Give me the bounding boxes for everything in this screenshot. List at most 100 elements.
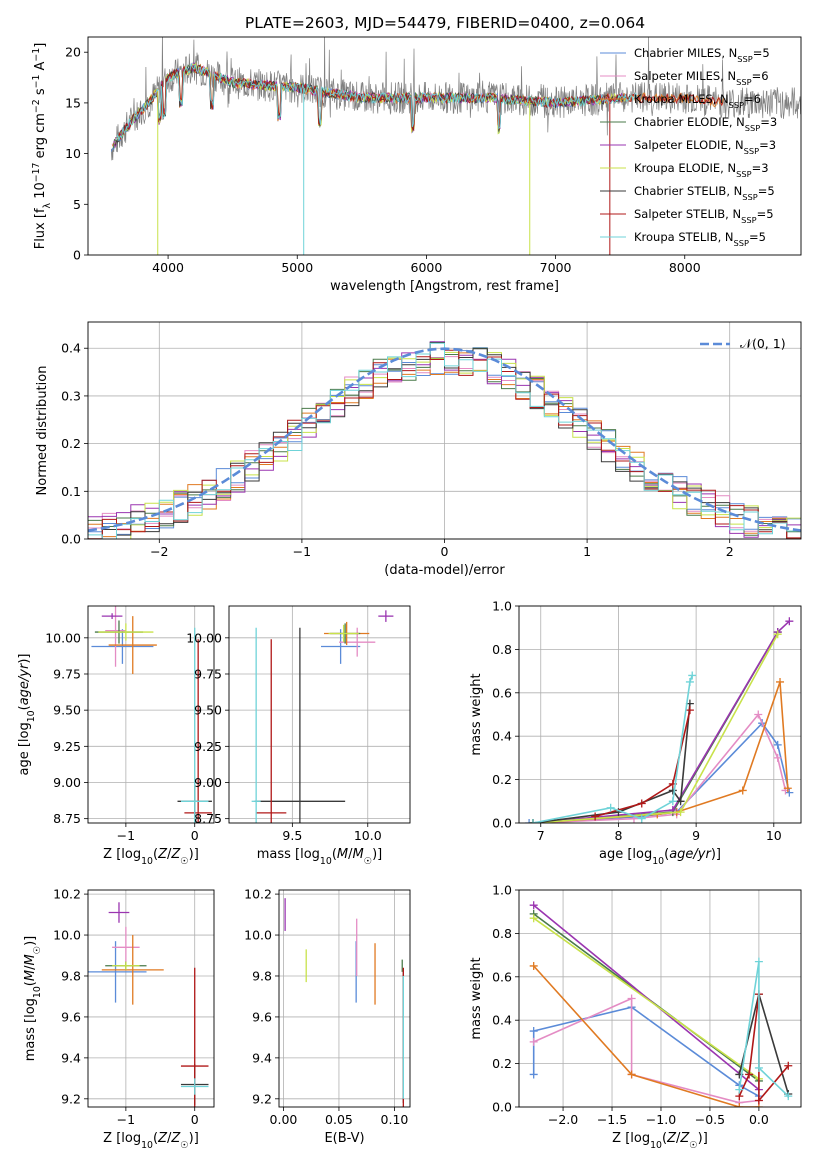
data-point-marker	[773, 753, 782, 762]
x-tick-label: −2.0	[548, 1112, 578, 1127]
x-axis-label: Z [log10(Z/Z☉)]	[103, 847, 199, 867]
y-tick-label: 9.75	[194, 666, 222, 681]
data-point-marker	[785, 617, 794, 626]
y-tick-label: 0.6	[492, 685, 512, 700]
y-tick-label: 0.0	[492, 816, 512, 831]
x-tick-label: 5000	[281, 260, 313, 275]
y-tick-label: 0.2	[492, 772, 512, 787]
x-tick-label: −1.5	[597, 1112, 627, 1127]
data-point-marker	[668, 797, 677, 806]
plot-area	[525, 617, 794, 823]
residual-histogram-panel: −2 −1 0 1 2 0.0 0.1 0.2 0.3 0.4 (data-model)/error…	[35, 321, 802, 578]
y-tick-label: 9.6	[61, 1009, 81, 1024]
data-point-marker	[529, 1027, 538, 1036]
legend-entry: Chabrier MILES, NSSP=5	[634, 46, 770, 64]
legend: Chabrier MILES, NSSP=5 Salpeter MILES, NS…	[600, 46, 777, 248]
y-tick-label: 10	[65, 146, 81, 161]
model-spectrum-line	[115, 62, 639, 142]
data-point-marker	[784, 1061, 793, 1070]
legend-entry: Chabrier ELODIE, NSSP=3	[634, 115, 777, 133]
y-tick-label: 9.00	[194, 775, 222, 790]
y-tick-label: 0.4	[61, 341, 81, 356]
normal-distribution-curve	[88, 347, 801, 532]
histogram-series	[88, 342, 801, 539]
y-tick-label: 0.2	[492, 1056, 512, 1071]
x-axis-label: Z [log10(Z/Z☉)]	[103, 1131, 199, 1151]
histogram-series	[88, 351, 801, 539]
data-point-marker	[606, 803, 615, 812]
x-tick-label: 0.00	[270, 1112, 298, 1127]
x-axis-label: (data-model)/error	[384, 563, 505, 578]
y-tick-label: 9.25	[194, 739, 222, 754]
plot-area	[284, 898, 404, 1107]
plot-area	[251, 610, 394, 823]
mass-weight-series-line	[533, 904, 760, 1091]
y-tick-label: 5	[73, 197, 81, 212]
plot-area	[529, 901, 793, 1107]
y-tick-label: 9.6	[252, 1009, 272, 1024]
axes-frame	[518, 889, 802, 1108]
data-point-marker	[676, 808, 685, 817]
y-axis-label: Flux [fλ 10−17 erg cm−2 s−1 A−1]	[31, 43, 53, 250]
x-axis-label: Z [log10(Z/Z☉)]	[612, 1131, 708, 1151]
data-point-marker	[735, 1103, 744, 1107]
axes-frame	[228, 605, 411, 824]
x-tick-label: 9	[692, 828, 700, 843]
y-tick-label: 0.4	[492, 1013, 512, 1028]
legend-entry: Kroupa MILES, NSSP=6	[634, 92, 761, 110]
data-point-marker	[529, 1037, 538, 1046]
x-tick-label: 0	[191, 828, 199, 843]
data-point-marker	[627, 1070, 636, 1079]
y-tick-label: 0.4	[492, 729, 512, 744]
data-point-marker	[525, 819, 534, 823]
data-point-marker	[754, 1063, 763, 1072]
y-tick-label: 0.8	[492, 926, 512, 941]
legend-entry: Salpeter ELODIE, NSSP=3	[634, 138, 776, 156]
mass-weight-series-line	[533, 997, 759, 1104]
x-tick-label: 8000	[669, 260, 701, 275]
x-tick-label: 0.0	[749, 1112, 769, 1127]
x-tick-label: 1	[583, 544, 591, 559]
axes-frame	[87, 605, 215, 824]
mass-weight-series-line	[532, 620, 790, 823]
age-vs-metallicity-panel: −1 0 8.75 9.00 9.25 9.50 9.75 10.00 Z [log10(Z/Z…	[17, 605, 215, 867]
mass-weight-series-line	[529, 721, 791, 823]
y-axis-label: mass weight	[469, 673, 484, 755]
data-point-marker	[784, 1092, 793, 1101]
x-tick-label: 0.05	[325, 1112, 353, 1127]
x-axis-label: age [log10(age/yr)]	[599, 847, 721, 867]
spectrum-panel: 4000 5000 6000 7000 8000 0 5 10 15 20 wavelength […	[31, 36, 802, 294]
x-tick-label: 8	[614, 828, 622, 843]
legend-entry: Salpeter STELIB, NSSP=5	[634, 207, 774, 225]
y-tick-label: 9.75	[53, 666, 81, 681]
mass-weight-series-line	[594, 710, 691, 818]
data-point-marker	[627, 994, 636, 1003]
data-point-marker	[754, 957, 763, 966]
mass-weight-vs-age-panel: 7 8 9 10 0.0 0.2 0.4 0.6 0.8 1.0 age [log10(age/yr…	[469, 599, 802, 867]
y-tick-label: 1.0	[492, 883, 512, 898]
y-tick-label: 0.1	[61, 484, 81, 499]
x-tick-label: 10	[766, 828, 782, 843]
x-tick-label: −2	[150, 544, 168, 559]
y-tick-label: 0.0	[61, 532, 81, 547]
age-vs-mass-panel: 9.5 10.0 8.75 9.00 9.25 9.50 9.75 10.00 mass [lo…	[186, 605, 411, 867]
mass-vs-metallicity-panel: −1 0 9.2 9.4 9.6 9.8 10.0 10.2 Z [log10(Z/Z☉)] ma…	[23, 887, 215, 1151]
y-tick-label: 10.2	[244, 887, 272, 902]
y-tick-label: 0.8	[492, 642, 512, 657]
y-tick-label: 0.0	[492, 1100, 512, 1115]
histogram-series	[88, 352, 801, 539]
data-point-marker	[529, 961, 538, 970]
data-point-marker	[529, 914, 538, 923]
mass-weight-series-line	[738, 961, 789, 1097]
y-tick-label: 8.75	[53, 811, 81, 826]
mass-weight-series-line	[532, 681, 789, 823]
mass-weight-series-line	[532, 712, 787, 823]
y-axis-label: Normed distribution	[35, 366, 50, 496]
y-tick-label: 0	[73, 248, 81, 263]
x-tick-label: 6000	[411, 260, 443, 275]
y-tick-label: 10.0	[244, 928, 272, 943]
y-tick-label: 15	[65, 95, 81, 110]
y-tick-label: 1.0	[492, 599, 512, 614]
axes-frame	[87, 321, 802, 540]
